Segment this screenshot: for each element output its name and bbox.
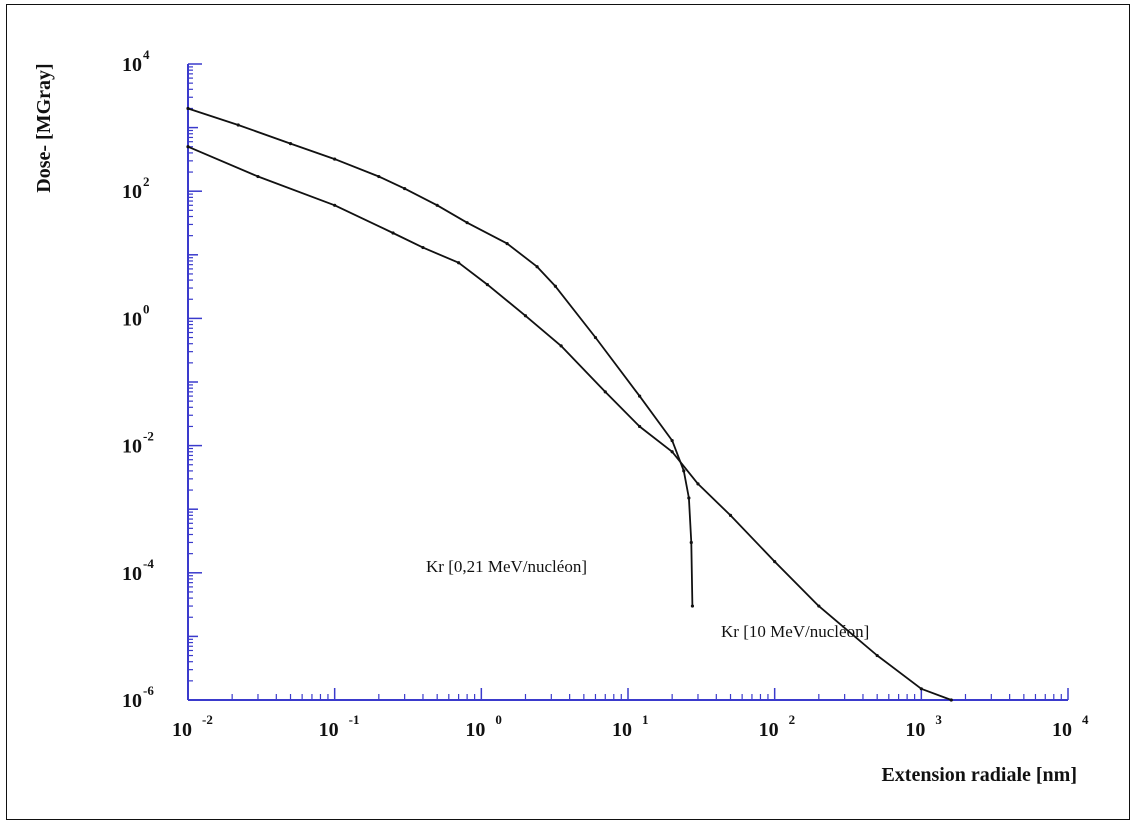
x-tick-exponent: -2	[202, 712, 213, 727]
y-tick-label: 10	[122, 563, 142, 585]
x-tick-label: 10	[1052, 719, 1072, 741]
series-line-0	[187, 107, 694, 607]
x-tick-exponent: 3	[935, 712, 942, 727]
series-point	[559, 344, 563, 348]
x-tick-exponent: -1	[349, 712, 360, 727]
series-point	[485, 282, 490, 287]
series-point	[457, 261, 461, 265]
x-tick-label: 10	[465, 719, 485, 741]
series-point	[535, 265, 539, 269]
y-tick-exponent: -4	[143, 556, 154, 571]
y-tick-label: 10	[122, 181, 142, 203]
x-tick-labels: 10 -2 10 -1 10 0 10 1 10 2 10 3 10 4	[172, 712, 1089, 741]
x-tick-label: 10	[319, 719, 339, 741]
x-tick-label: 10	[172, 719, 192, 741]
x-tick-exponent: 4	[1082, 712, 1089, 727]
series-point	[593, 335, 598, 340]
x-tick-exponent: 1	[642, 712, 649, 727]
series-point	[435, 203, 439, 207]
x-axis-title: Extension radiale [nm]	[881, 764, 1077, 786]
y-axis-title: Dose- [MGray]	[33, 63, 55, 192]
y-tick-exponent: 2	[143, 174, 150, 189]
series-point	[391, 231, 395, 235]
x-tick-label: 10	[905, 719, 925, 741]
y-tick-label: 10	[122, 308, 142, 330]
series-point	[689, 540, 693, 545]
series-point	[333, 203, 337, 207]
series-point	[421, 245, 425, 250]
y-tick-exponent: -2	[143, 429, 154, 444]
series-point	[687, 496, 691, 500]
series-point	[690, 604, 695, 608]
series-line-1	[187, 145, 952, 701]
series-point	[403, 186, 407, 191]
series-point	[638, 424, 642, 429]
series-point	[603, 390, 607, 394]
x-tick-label: 10	[759, 719, 779, 741]
series-point	[728, 513, 733, 517]
series-point	[186, 106, 190, 111]
series-point	[186, 145, 190, 149]
annotation-kr-021: Kr [0,21 MeV/nucléon]	[426, 557, 587, 576]
series-point	[288, 142, 293, 146]
series-point	[553, 284, 558, 288]
series-point	[773, 560, 777, 564]
y-tick-label: 10	[122, 690, 142, 712]
y-tick-exponent: -6	[143, 683, 154, 698]
tick-marks	[187, 63, 1069, 701]
series-point	[670, 438, 674, 443]
x-tick-exponent: 0	[495, 712, 502, 727]
series-point	[875, 653, 879, 658]
series-point	[465, 221, 469, 225]
series-point	[638, 394, 642, 398]
y-tick-label: 10	[122, 54, 142, 76]
series-lines	[186, 106, 953, 702]
chart-frame	[6, 4, 1130, 820]
series-point	[505, 242, 509, 246]
x-tick-exponent: 2	[789, 712, 796, 727]
series-point	[949, 698, 953, 702]
y-tick-exponent: 4	[143, 47, 150, 62]
series-point	[256, 174, 260, 179]
series-point	[236, 123, 240, 127]
y-tick-exponent: 0	[143, 301, 150, 316]
series-point	[696, 482, 700, 486]
x-tick-label: 10	[612, 719, 632, 741]
annotation-kr-10: Kr [10 MeV/nucléon]	[721, 622, 869, 641]
series-point	[670, 450, 674, 454]
series-point	[523, 314, 528, 318]
series-point	[919, 687, 923, 691]
y-tick-label: 10	[122, 436, 142, 458]
series-point	[682, 469, 686, 473]
series-point	[377, 174, 381, 179]
series-point	[817, 604, 821, 608]
series-point	[333, 157, 337, 161]
